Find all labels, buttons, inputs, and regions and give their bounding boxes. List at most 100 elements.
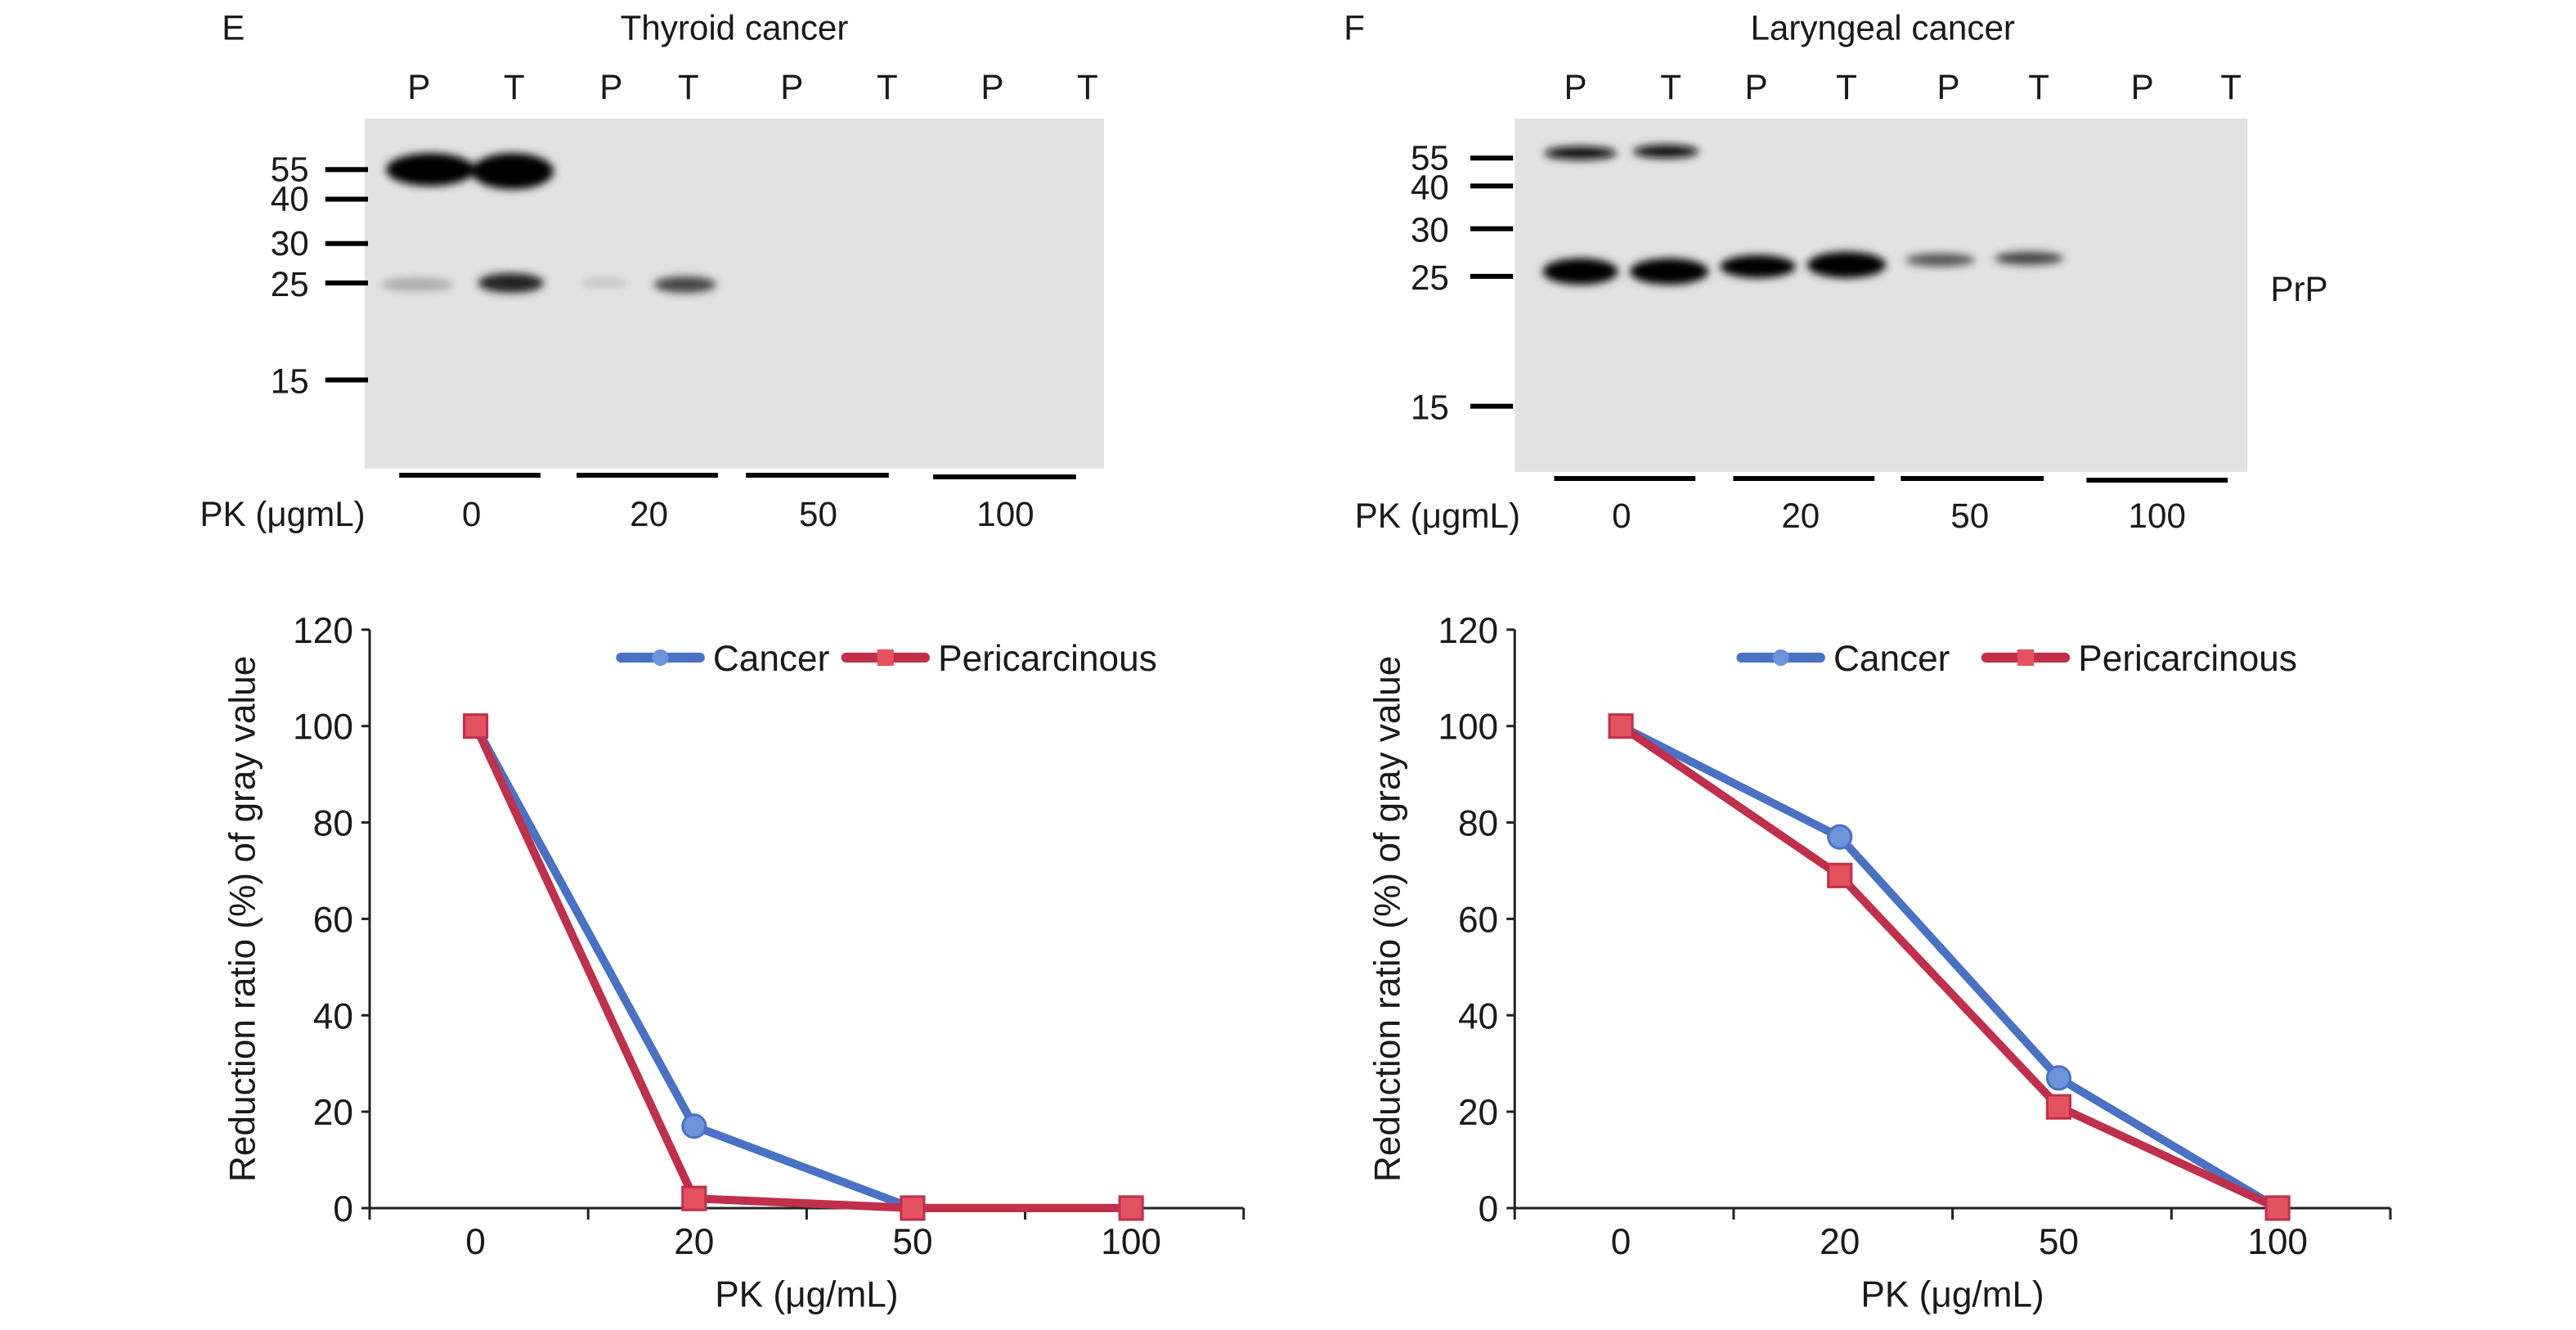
pk-value: 0	[462, 495, 481, 533]
chart-thyroid-reduction: 0 20 40 60 80 100 120 0 20 50 100 PK (μg/mL) Reducti…	[222, 611, 1245, 1314]
lane-label: T	[1836, 68, 1857, 106]
y-tick-label: 60	[313, 900, 353, 940]
pk-value: 20	[1781, 497, 1820, 535]
y-tick-label: 20	[313, 1093, 353, 1133]
data-point-pericarcinous	[1827, 862, 1853, 888]
lane-label: T	[877, 68, 898, 106]
panel-e-blot: E Thyroid cancer P T P T P T P T 55 40 3…	[200, 9, 1104, 533]
lane-label: T	[678, 68, 699, 106]
lane-label: T	[504, 68, 525, 106]
lane-label: P	[1937, 68, 1960, 106]
x-axis-label: PK (μg/mL)	[715, 1274, 898, 1314]
series-line-cancer	[472, 724, 1132, 1212]
pk-value: 20	[630, 495, 668, 533]
y-tick-label: 60	[1458, 900, 1498, 940]
mw-marker-label: 25	[1411, 258, 1449, 297]
mw-marker-label: 25	[271, 265, 309, 303]
legend-label: Pericarcinous	[938, 639, 1157, 679]
data-point-pericarcinous	[1608, 713, 1634, 739]
blot-title: Thyroid cancer	[621, 9, 849, 47]
y-tick-label: 40	[1458, 996, 1498, 1036]
lane-label: P	[981, 68, 1003, 106]
x-axis-label: PK (μg/mL)	[1860, 1274, 2044, 1314]
lane-label: T	[1660, 68, 1681, 106]
blot-bands	[381, 153, 716, 293]
pk-value: 100	[2129, 497, 2186, 535]
pk-group-underlines	[399, 472, 1076, 479]
mw-marker-label: 40	[271, 180, 309, 218]
x-tick-label: 20	[674, 1222, 714, 1262]
x-tick-label: 50	[892, 1222, 932, 1262]
legend-marker-square-icon	[2017, 649, 2035, 667]
y-tick-label: 0	[333, 1189, 353, 1229]
series-line-cancer	[1618, 722, 2280, 1212]
y-tick-label: 80	[1458, 804, 1498, 844]
y-tick-label: 80	[313, 804, 353, 844]
y-axis-label: Reduction ratio (%) of gray value	[222, 656, 263, 1182]
mw-marker-label: 30	[1411, 211, 1449, 249]
pk-group-underlines	[1554, 475, 2228, 483]
data-point-cancer	[1827, 824, 1853, 850]
x-tick-label: 0	[465, 1222, 486, 1262]
mw-marker-label: 55	[271, 150, 309, 188]
y-tick-label: 40	[313, 996, 353, 1036]
x-tick-label: 20	[1820, 1222, 1860, 1262]
lane-label: T	[1077, 68, 1098, 106]
x-tick-label: 50	[2039, 1222, 2079, 1262]
y-tick-label: 20	[1458, 1093, 1498, 1133]
mw-marker-label: 15	[271, 362, 309, 401]
x-tick-label: 100	[1101, 1222, 1161, 1262]
y-tick-label: 100	[1438, 708, 1498, 748]
lane-label: P	[780, 68, 803, 106]
mw-ticks	[1470, 155, 1514, 409]
mw-marker-label: 15	[1411, 389, 1449, 427]
panel-letter: E	[222, 9, 245, 47]
pk-label: PK (μgmL)	[200, 495, 365, 533]
lane-label: T	[2220, 68, 2242, 106]
blot-title: Laryngeal cancer	[1750, 9, 2015, 47]
y-axis-label: Reduction ratio (%) of gray value	[1368, 656, 1408, 1182]
pk-value: 0	[1612, 497, 1631, 535]
mw-marker-label: 40	[1411, 168, 1449, 206]
lane-label: P	[1744, 68, 1767, 106]
legend-marker-circle-icon	[1772, 649, 1789, 667]
x-tick-label: 0	[1611, 1222, 1631, 1262]
legend-marker-circle-icon	[652, 649, 669, 667]
lane-label: P	[599, 68, 622, 106]
y-tick-label: 100	[293, 708, 353, 748]
lane-label: P	[1564, 68, 1586, 106]
data-point-cancer	[2045, 1065, 2072, 1091]
lane-label: T	[2028, 68, 2049, 106]
mw-marker-label: 30	[271, 224, 309, 263]
lane-label: P	[407, 68, 430, 106]
x-tick-label: 100	[2247, 1222, 2308, 1262]
y-tick-label: 0	[1479, 1189, 1499, 1229]
series-line-pericarcinous	[1618, 722, 2280, 1212]
panel-f-blot: F Laryngeal cancer P T P T P T P T 55 40…	[1344, 9, 2327, 536]
mw-marker-label: 55	[1411, 138, 1449, 177]
data-point-pericarcinous	[2264, 1195, 2291, 1221]
blot-membrane	[1515, 119, 2248, 472]
data-point-pericarcinous	[463, 713, 489, 739]
chart-laryngeal-reduction: 0 20 40 60 80 100 120 0 20 50 100 PK (μg/mL) Reducti…	[1368, 611, 2392, 1314]
data-point-cancer	[681, 1113, 707, 1139]
legend-marker-square-icon	[877, 649, 894, 667]
pk-value: 50	[799, 495, 837, 533]
data-point-pericarcinous	[681, 1185, 707, 1211]
data-point-pericarcinous	[1118, 1195, 1144, 1221]
y-tick-label: 120	[293, 611, 353, 651]
data-point-pericarcinous	[2045, 1094, 2072, 1120]
mw-ticks	[325, 167, 369, 383]
pk-label: PK (μgmL)	[1355, 497, 1520, 535]
legend-label: Cancer	[1833, 639, 1950, 679]
legend-label: Pericarcinous	[2078, 639, 2297, 679]
lane-label: P	[2131, 68, 2154, 106]
pk-value: 50	[1950, 497, 1989, 535]
series-line-pericarcinous	[472, 724, 1132, 1212]
blot-bands	[1542, 145, 2064, 285]
pk-value: 100	[976, 495, 1034, 533]
panel-letter: F	[1344, 9, 1365, 47]
data-point-pericarcinous	[900, 1195, 926, 1221]
legend-label: Cancer	[713, 639, 829, 679]
